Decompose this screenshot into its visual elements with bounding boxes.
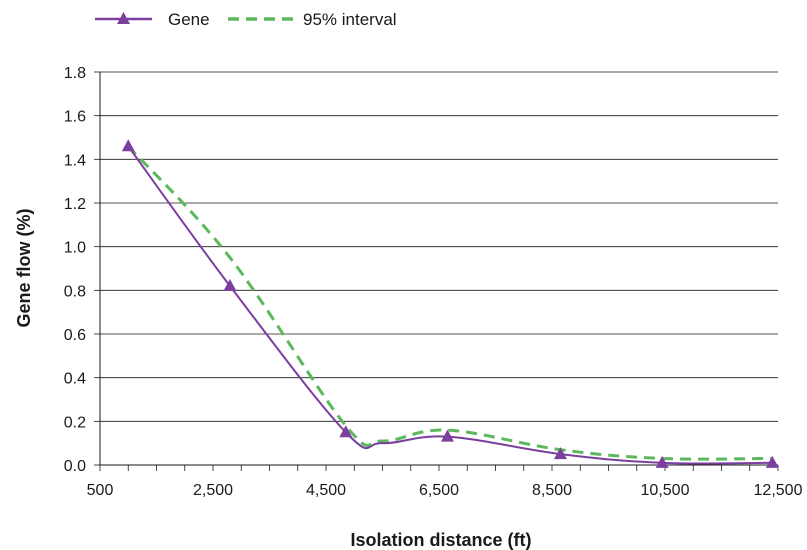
x-tick-label: 8,500 — [532, 482, 572, 499]
legend-marker-gene-triangle — [117, 12, 130, 24]
data-point-gene — [765, 455, 779, 468]
y-axis-ticks: 0.0 0.2 0.4 0.6 0.8 1.0 1.2 1.4 1.6 1.8 — [64, 65, 100, 475]
data-point-gene — [339, 425, 353, 438]
legend-label-interval: 95% interval — [303, 10, 397, 29]
y-tick-label: 0.2 — [64, 414, 86, 431]
gridlines — [100, 71, 778, 422]
x-tick-label: 4,500 — [306, 482, 346, 499]
y-tick-label: 0.8 — [64, 283, 86, 300]
data-point-gene — [121, 139, 135, 152]
y-tick-label: 1.2 — [64, 196, 86, 213]
y-tick-label: 0.6 — [64, 327, 86, 344]
legend: Gene 95% interval — [95, 10, 397, 29]
data-point-gene — [655, 455, 669, 468]
data-point-gene — [223, 278, 237, 291]
y-tick-label: 1.0 — [64, 240, 86, 257]
y-tick-label: 1.6 — [64, 109, 86, 126]
data-point-gene — [553, 447, 567, 460]
x-tick-label: 2,500 — [193, 482, 233, 499]
x-axis-ticks: 500 2,500 4,500 6,500 8,500 10,500 12,500 — [87, 465, 803, 499]
series-line-interval — [127, 145, 773, 461]
axes — [99, 72, 778, 466]
x-axis-title: Isolation distance (ft) — [350, 530, 531, 550]
y-tick-label: 0.4 — [64, 371, 86, 388]
x-tick-label: 12,500 — [754, 482, 803, 499]
data-point-gene — [440, 429, 454, 442]
x-tick-label: 6,500 — [419, 482, 459, 499]
x-tick-label: 10,500 — [641, 482, 690, 499]
y-axis-title: Gene flow (%) — [14, 208, 34, 327]
y-tick-label: 1.8 — [64, 65, 86, 82]
y-tick-label: 0.0 — [64, 458, 86, 475]
series-layer — [121, 139, 779, 468]
x-tick-label: 500 — [87, 482, 114, 499]
y-tick-label: 1.4 — [64, 152, 86, 169]
series-line-gene — [127, 145, 773, 465]
legend-label-gene: Gene — [168, 10, 210, 29]
